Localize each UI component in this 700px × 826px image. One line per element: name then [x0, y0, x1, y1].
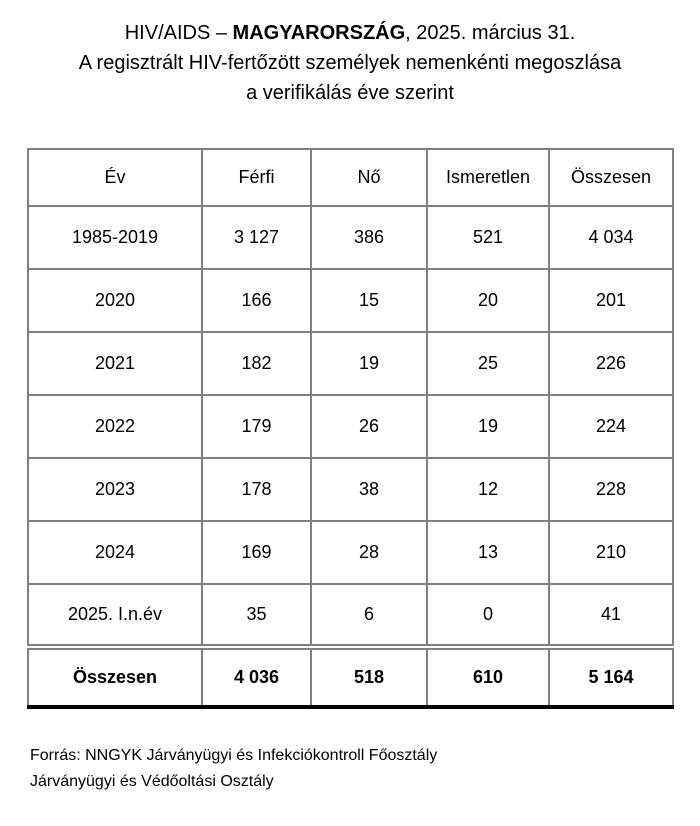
- cell-osszesen: 4 034: [548, 205, 674, 270]
- cell-ismeretlen: 13: [426, 520, 550, 585]
- column-header-ferfi: Férfi: [201, 148, 312, 207]
- title-line-1-date: , 2025. március 31.: [405, 22, 576, 44]
- cell-ferfi: 178: [201, 457, 312, 522]
- cell-ismeretlen: 521: [426, 205, 550, 270]
- document-title: HIV/AIDS – MAGYARORSZÁG, 2025. március 3…: [0, 0, 700, 108]
- column-header-ismeretlen: Ismeretlen: [426, 148, 550, 207]
- cell-osszesen: 210: [548, 520, 674, 585]
- row-label: 1985-2019: [27, 205, 203, 270]
- title-line-1: HIV/AIDS – MAGYARORSZÁG, 2025. március 3…: [0, 18, 700, 48]
- cell-ferfi: 179: [201, 394, 312, 459]
- cell-ferfi: 182: [201, 331, 312, 396]
- cell-ismeretlen: 12: [426, 457, 550, 522]
- column-header-ev: Év: [27, 148, 203, 207]
- source-line-2: Járványügyi és Védőoltási Osztály: [30, 773, 274, 790]
- total-cell-ferfi: 4 036: [201, 644, 312, 709]
- hiv-statistics-table: Év Férfi Nő Ismeretlen Összesen 1985-201…: [27, 148, 674, 709]
- cell-osszesen: 228: [548, 457, 674, 522]
- column-header-osszesen: Összesen: [548, 148, 674, 207]
- column-header-no: Nő: [310, 148, 428, 207]
- cell-ferfi: 35: [201, 583, 312, 648]
- table-total-row: Összesen 4 036 518 610 5 164: [27, 644, 674, 709]
- row-label: 2022: [27, 394, 203, 459]
- cell-no: 26: [310, 394, 428, 459]
- cell-osszesen: 201: [548, 268, 674, 333]
- total-cell-no: 518: [310, 644, 428, 709]
- row-label: 2020: [27, 268, 203, 333]
- table-row: 2025. I.n.év 35 6 0 41: [27, 583, 674, 648]
- table-row: 1985-2019 3 127 386 521 4 034: [27, 205, 674, 270]
- table-header-row: Év Férfi Nő Ismeretlen Összesen: [27, 148, 674, 207]
- cell-no: 386: [310, 205, 428, 270]
- source-note: Forrás: NNGYK Járványügyi és Infekciókon…: [30, 743, 700, 795]
- cell-no: 19: [310, 331, 428, 396]
- title-line-2: A regisztrált HIV-fertőzött személyek ne…: [78, 52, 622, 74]
- cell-osszesen: 41: [548, 583, 674, 648]
- cell-ferfi: 3 127: [201, 205, 312, 270]
- cell-no: 38: [310, 457, 428, 522]
- source-line-1: Forrás: NNGYK Járványügyi és Infekciókon…: [30, 747, 438, 764]
- cell-ismeretlen: 0: [426, 583, 550, 648]
- cell-ismeretlen: 19: [426, 394, 550, 459]
- row-label: 2021: [27, 331, 203, 396]
- cell-no: 15: [310, 268, 428, 333]
- cell-osszesen: 226: [548, 331, 674, 396]
- cell-no: 28: [310, 520, 428, 585]
- total-row-label: Összesen: [27, 644, 203, 709]
- cell-osszesen: 224: [548, 394, 674, 459]
- table-row: 2021 182 19 25 226: [27, 331, 674, 396]
- row-label: 2024: [27, 520, 203, 585]
- table-row: 2020 166 15 20 201: [27, 268, 674, 333]
- row-label: 2025. I.n.év: [27, 583, 203, 648]
- table-row: 2024 169 28 13 210: [27, 520, 674, 585]
- total-cell-ismeretlen: 610: [426, 644, 550, 709]
- cell-ismeretlen: 25: [426, 331, 550, 396]
- title-line-1-country: MAGYARORSZÁG: [232, 22, 406, 44]
- total-cell-osszesen: 5 164: [548, 644, 674, 709]
- table-row: 2023 178 38 12 228: [27, 457, 674, 522]
- title-line-1-prefix: HIV/AIDS –: [124, 22, 233, 44]
- cell-ferfi: 169: [201, 520, 312, 585]
- row-label: 2023: [27, 457, 203, 522]
- cell-ferfi: 166: [201, 268, 312, 333]
- table-row: 2022 179 26 19 224: [27, 394, 674, 459]
- cell-no: 6: [310, 583, 428, 648]
- cell-ismeretlen: 20: [426, 268, 550, 333]
- title-line-3: a verifikálás éve szerint: [246, 82, 454, 104]
